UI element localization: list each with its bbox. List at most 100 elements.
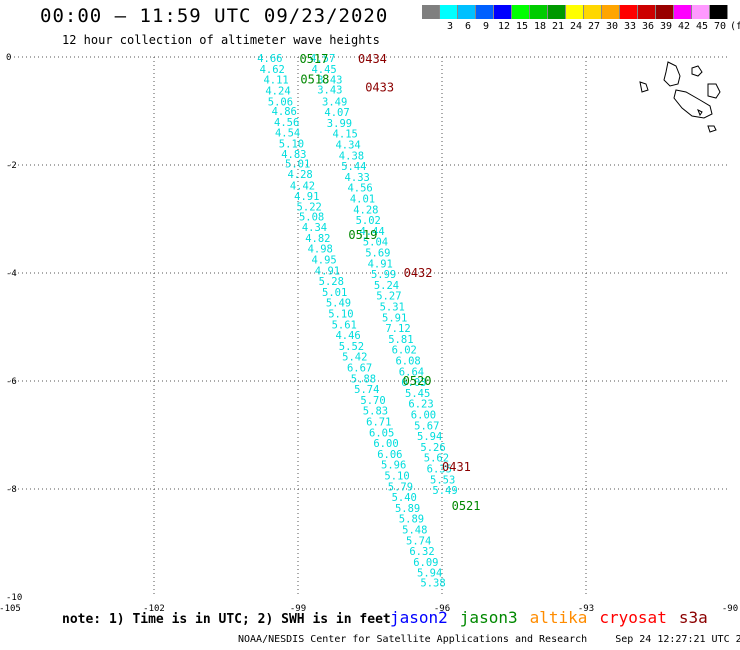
pass-time-label: 0517 (299, 52, 328, 66)
wave-height-value: 6.00 (373, 438, 398, 450)
legend-label: 12 (498, 21, 511, 32)
pass-time-label: 0518 (300, 73, 329, 87)
wave-height-value: 5.69 (365, 247, 390, 259)
page-subtitle: 12 hour collection of altimeter wave hei… (62, 33, 380, 47)
lon-tick-label: -102 (143, 604, 165, 614)
legend-label: 24 (570, 21, 583, 32)
legend-label: 27 (588, 21, 601, 32)
legend-swatch (440, 5, 458, 19)
wave-height-value: 5.52 (339, 341, 364, 353)
wave-height-value: 4.91 (294, 191, 319, 203)
wave-height-value: 5.06 (268, 96, 293, 108)
wave-height-value: 5.28 (319, 276, 344, 288)
wave-height-value: 5.04 (363, 237, 388, 249)
legend-label: 30 (606, 21, 619, 32)
legend-swatch (566, 5, 584, 19)
wave-height-value: 4.86 (272, 106, 297, 118)
legend-label: 15 (516, 21, 529, 32)
legend-unit: (ft) (730, 21, 740, 32)
wave-height-value: 4.82 (305, 233, 330, 245)
wave-height-value: 7.12 (385, 323, 410, 335)
legend-label: 33 (624, 21, 637, 32)
lat-tick-label: 0 (6, 53, 11, 63)
satellite-name: jason3 (459, 608, 518, 627)
legend-swatch (458, 5, 476, 19)
wave-height-value: 6.64 (399, 366, 424, 378)
wave-height-value: 5.02 (356, 215, 381, 227)
lon-tick-label: -90 (722, 604, 738, 614)
wave-height-value: 5.26 (420, 442, 445, 454)
wave-height-value: 4.34 (335, 139, 360, 151)
legend-swatch (710, 5, 728, 19)
legend-label: 39 (660, 21, 673, 32)
wave-height-value: 6.02 (392, 345, 417, 357)
legend-label: 6 (465, 21, 472, 32)
legend-swatch (476, 5, 494, 19)
legend-label: 36 (642, 21, 655, 32)
legend-swatch (494, 5, 512, 19)
wave-height-value: 6.05 (369, 427, 394, 439)
wave-height-value: 6.06 (377, 449, 402, 461)
legend-label: 42 (678, 21, 691, 32)
lon-tick-label: -96 (434, 604, 450, 614)
wave-height-value: 3.99 (327, 118, 352, 130)
wave-height-value: 5.49 (432, 485, 457, 497)
wave-height-value: 4.91 (368, 258, 393, 270)
pass-time-label: 0434 (358, 52, 387, 66)
generated-timestamp: Sep 24 12:27:21 UTC 2020 (615, 634, 740, 645)
wave-height-value: 5.91 (382, 312, 407, 324)
wave-height-value: 4.44 (359, 226, 384, 238)
wave-height-value: 5.45 (405, 388, 430, 400)
pass-time-label: 0431 (442, 460, 471, 474)
altimeter-track-a: 4.664.624.114.245.064.864.564.545.104.83… (257, 53, 445, 589)
pass-time-labels: 0517 0434 0518 0433 0519 0432 0520 0431 0521 (299, 52, 480, 513)
legend-swatch (602, 5, 620, 19)
wave-height-value: 5.67 (414, 420, 439, 432)
wave-height-value: 6.09 (413, 557, 438, 569)
wave-height-value: 4.83 (281, 149, 306, 161)
wave-height-value: 5.89 (399, 514, 424, 526)
wave-height-value: 6.67 (347, 363, 372, 375)
legend-label: 9 (483, 21, 490, 32)
wave-height-value: 6.00 (411, 409, 436, 421)
wave-height-value: 4.45 (311, 64, 336, 76)
wave-height-value: 4.34 (302, 222, 327, 234)
wave-height-value: 4.54 (275, 128, 300, 140)
legend-swatch (512, 5, 530, 19)
pass-time-label: 0433 (365, 81, 394, 95)
wave-height-value: 4.91 (315, 265, 340, 277)
lat-tick-label: -8 (6, 485, 17, 495)
wave-height-value: 5.83 (363, 406, 388, 418)
footer-note: note: 1) Time is in UTC; 2) SWH is in fe… (62, 612, 391, 627)
lon-tick-label: -99 (290, 604, 306, 614)
wave-height-value: 4.62 (260, 64, 285, 76)
wave-height-value: 4.33 (345, 172, 370, 184)
satellite-legend: jason2 jason3 altika cryosat s3a (390, 608, 720, 627)
wave-height-value: 5.38 (420, 577, 445, 589)
wave-height-value: 4.11 (263, 75, 288, 87)
wave-height-value: 6.35 (427, 463, 452, 475)
wave-height-value: 6.71 (366, 417, 391, 429)
wave-height-value: 5.53 (430, 474, 455, 486)
wave-height-value: 4.07 (324, 107, 349, 119)
wave-height-value: 4.38 (339, 150, 364, 162)
satellite-name: s3a (678, 608, 708, 627)
lat-tick-label: -6 (6, 377, 17, 387)
wave-height-value: 4.57 (310, 53, 335, 65)
axis-labels: -105 -102 -99 -96 -93 -90 0 -2 -4 -6 -8 -10 (0, 53, 738, 614)
wave-height-value: 5.48 (402, 525, 427, 537)
wave-height-value: 4.98 (308, 244, 333, 256)
wave-height-value: 5.31 (380, 301, 405, 313)
wave-height-value: 5.27 (376, 291, 401, 303)
map-grid (10, 56, 730, 597)
wave-height-value: 4.95 (311, 255, 336, 267)
legend-swatch (638, 5, 656, 19)
legend-swatches (422, 5, 728, 19)
wave-height-value: 5.81 (388, 334, 413, 346)
wave-height-value: 6.23 (408, 399, 433, 411)
wave-height-value: 6.03 (401, 377, 426, 389)
wave-height-value: 5.79 (388, 481, 413, 493)
